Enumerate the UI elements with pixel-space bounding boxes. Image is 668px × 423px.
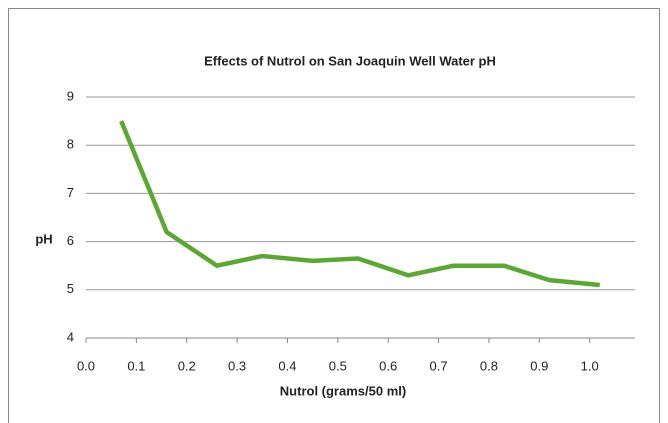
y-tick-label: 4 <box>67 329 74 344</box>
y-tick-label: 5 <box>67 281 74 296</box>
chart-title: Effects of Nutrol on San Joaquin Well Wa… <box>204 53 496 68</box>
x-tick-label: 0.6 <box>379 358 397 373</box>
y-tick-label: 9 <box>67 88 74 103</box>
x-tick-label: 0.9 <box>530 358 548 373</box>
x-tick-label: 0.1 <box>127 358 145 373</box>
x-tick-label: 0.7 <box>430 358 448 373</box>
data-line <box>119 120 600 288</box>
x-tick-label: 0.2 <box>178 358 196 373</box>
x-tick-label: 0.0 <box>77 358 95 373</box>
y-tick-label: 7 <box>67 185 74 200</box>
y-tick-label: 8 <box>67 137 74 152</box>
x-axis-label: Nutrol (grams/50 ml) <box>280 383 406 398</box>
y-tick-label: 6 <box>67 233 74 248</box>
y-axis-label: pH <box>35 231 52 246</box>
x-tick-label: 0.5 <box>329 358 347 373</box>
x-tick-label: 0.8 <box>480 358 498 373</box>
x-tick-label: 1.0 <box>581 358 599 373</box>
x-tick-label: 0.4 <box>278 358 296 373</box>
chart-border <box>8 8 660 423</box>
x-tick-label: 0.3 <box>228 358 246 373</box>
